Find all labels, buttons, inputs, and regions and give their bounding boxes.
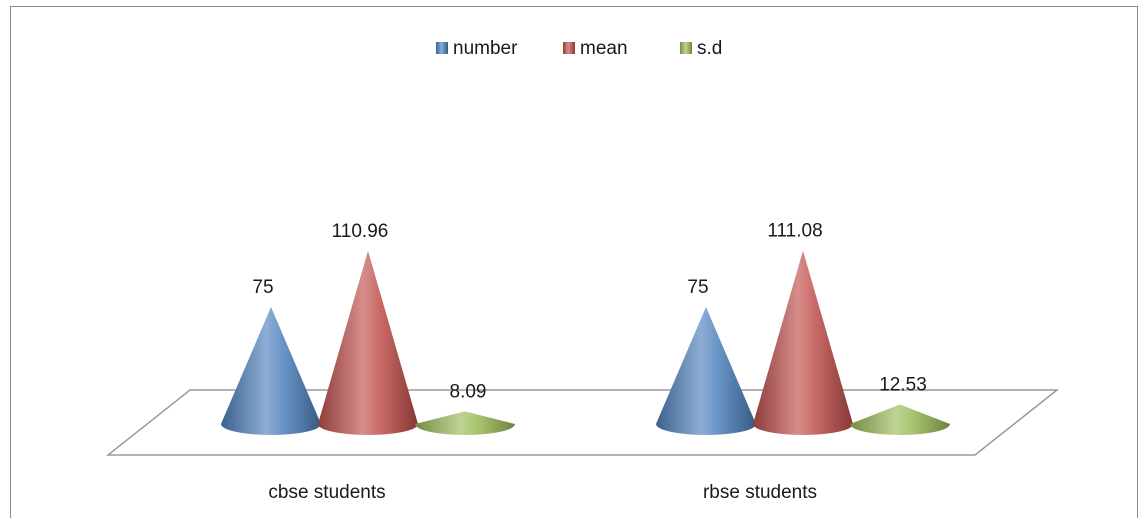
- legend: number mean s.d: [436, 38, 722, 59]
- plot-area: [221, 250, 950, 435]
- legend-label-number: number: [453, 38, 518, 59]
- data-label-number-cbse-students: 75: [252, 277, 273, 298]
- legend-label-s-d: s.d: [697, 38, 722, 59]
- data-label-mean-rbse-students: 111.08: [767, 221, 822, 242]
- data-label-s-d-rbse-students: 12.53: [879, 374, 927, 395]
- data-label-s-d-cbse-students: 8.09: [450, 381, 487, 402]
- data-label-number-rbse-students: 75: [687, 277, 708, 298]
- data-label-mean-cbse-students: 110.96: [332, 221, 389, 242]
- cone-s-d-rbse-students: [850, 404, 950, 435]
- legend-label-mean: mean: [580, 38, 628, 59]
- cone-number-rbse-students: [656, 307, 756, 435]
- chart-border-top: [10, 6, 1138, 7]
- category-axis: cbse students rbse students: [268, 482, 817, 503]
- data-labels: 75 110.96 8.09 75 111.08 12.53: [252, 221, 926, 403]
- category-label-rbse-students: rbse students: [703, 482, 817, 503]
- chart-border-left: [10, 6, 11, 518]
- cone-mean-cbse-students: [318, 250, 418, 435]
- chart-border-right: [1137, 6, 1138, 518]
- legend-swatch-number: [436, 42, 448, 54]
- cone-s-d-cbse-students: [415, 411, 515, 435]
- category-label-cbse-students: cbse students: [268, 482, 385, 503]
- cone-number-cbse-students: [221, 307, 321, 435]
- legend-swatch-mean: [563, 42, 575, 54]
- cone-mean-rbse-students: [753, 250, 853, 435]
- legend-swatch-s-d: [680, 42, 692, 54]
